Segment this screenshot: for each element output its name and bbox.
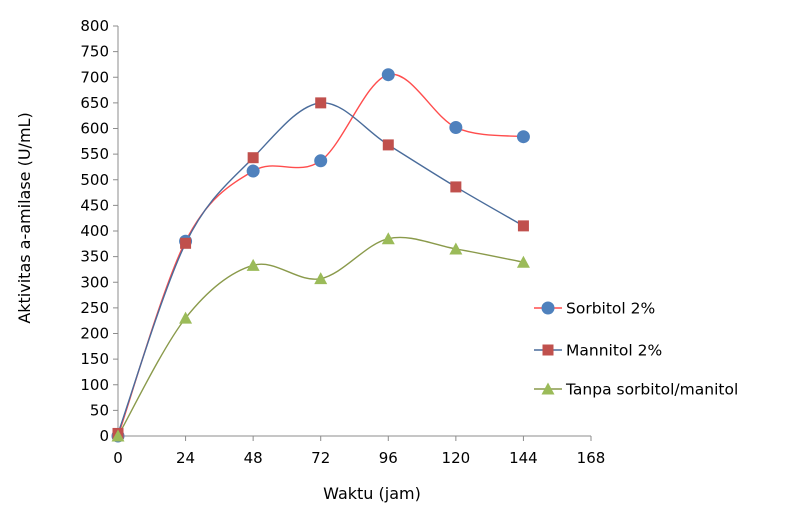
y-tick-label: 650 bbox=[80, 94, 109, 112]
y-tick-label: 750 bbox=[80, 43, 109, 61]
x-tick-label: 144 bbox=[509, 449, 538, 467]
data-point bbox=[450, 181, 462, 193]
y-tick-label: 450 bbox=[80, 196, 109, 214]
y-tick-label: 250 bbox=[80, 299, 109, 317]
x-tick-label: 72 bbox=[311, 449, 330, 467]
data-point bbox=[179, 311, 193, 324]
data-point bbox=[449, 242, 463, 255]
data-point bbox=[314, 272, 328, 285]
data-point bbox=[111, 429, 125, 442]
y-tick-label: 0 bbox=[99, 427, 109, 445]
x-tick-label: 0 bbox=[113, 449, 123, 467]
data-point bbox=[516, 255, 530, 268]
data-point bbox=[247, 152, 259, 164]
data-point bbox=[381, 232, 395, 245]
data-point bbox=[246, 258, 260, 271]
data-point bbox=[517, 220, 529, 232]
x-tick-label: 120 bbox=[442, 449, 471, 467]
y-tick-label: 150 bbox=[80, 350, 109, 368]
y-axis-title: Aktivitas a-amilase (U/mL) bbox=[15, 112, 34, 323]
legend-label: Sorbitol 2% bbox=[566, 300, 655, 318]
y-tick-label: 500 bbox=[80, 171, 109, 189]
y-tick-label: 700 bbox=[80, 68, 109, 86]
x-tick-label: 168 bbox=[577, 449, 606, 467]
data-point bbox=[315, 97, 327, 109]
x-axis-title: Waktu (jam) bbox=[323, 484, 421, 503]
legend-label: Mannitol 2% bbox=[566, 342, 662, 360]
data-point bbox=[246, 164, 260, 178]
y-tick-label: 600 bbox=[80, 120, 109, 138]
y-tick-label: 50 bbox=[90, 401, 109, 419]
axes: 0 50 100 150 200 250 300 350 400 450 500 550 600 650 7… bbox=[80, 17, 605, 467]
y-tick-label: 300 bbox=[80, 273, 109, 291]
legend-label: Tanpa sorbitol/manitol bbox=[565, 381, 738, 399]
y-tick-label: 100 bbox=[80, 376, 109, 394]
series-markers bbox=[111, 68, 530, 443]
legend-marker bbox=[541, 382, 555, 395]
legend: Sorbitol 2% Mannitol 2% Tanpa sorbitol/man… bbox=[534, 300, 738, 399]
data-point bbox=[381, 68, 395, 82]
y-tick-label: 800 bbox=[80, 17, 109, 35]
y-tick-label: 400 bbox=[80, 222, 109, 240]
series-lines bbox=[117, 73, 524, 437]
data-point bbox=[314, 154, 328, 168]
data-point bbox=[180, 237, 192, 249]
x-tick-label: 96 bbox=[379, 449, 398, 467]
x-tick-label: 48 bbox=[244, 449, 263, 467]
x-tick-label: 24 bbox=[176, 449, 195, 467]
legend-marker bbox=[542, 344, 554, 356]
y-tick-label: 550 bbox=[80, 145, 109, 163]
data-point bbox=[382, 139, 394, 151]
y-tick-label: 350 bbox=[80, 248, 109, 266]
y-tick-label: 200 bbox=[80, 325, 109, 343]
data-point bbox=[449, 120, 463, 134]
series-line-2 bbox=[117, 236, 524, 437]
series-line-0 bbox=[117, 73, 524, 437]
series-line-1 bbox=[117, 102, 524, 434]
data-point bbox=[516, 130, 530, 144]
legend-marker bbox=[541, 301, 555, 315]
